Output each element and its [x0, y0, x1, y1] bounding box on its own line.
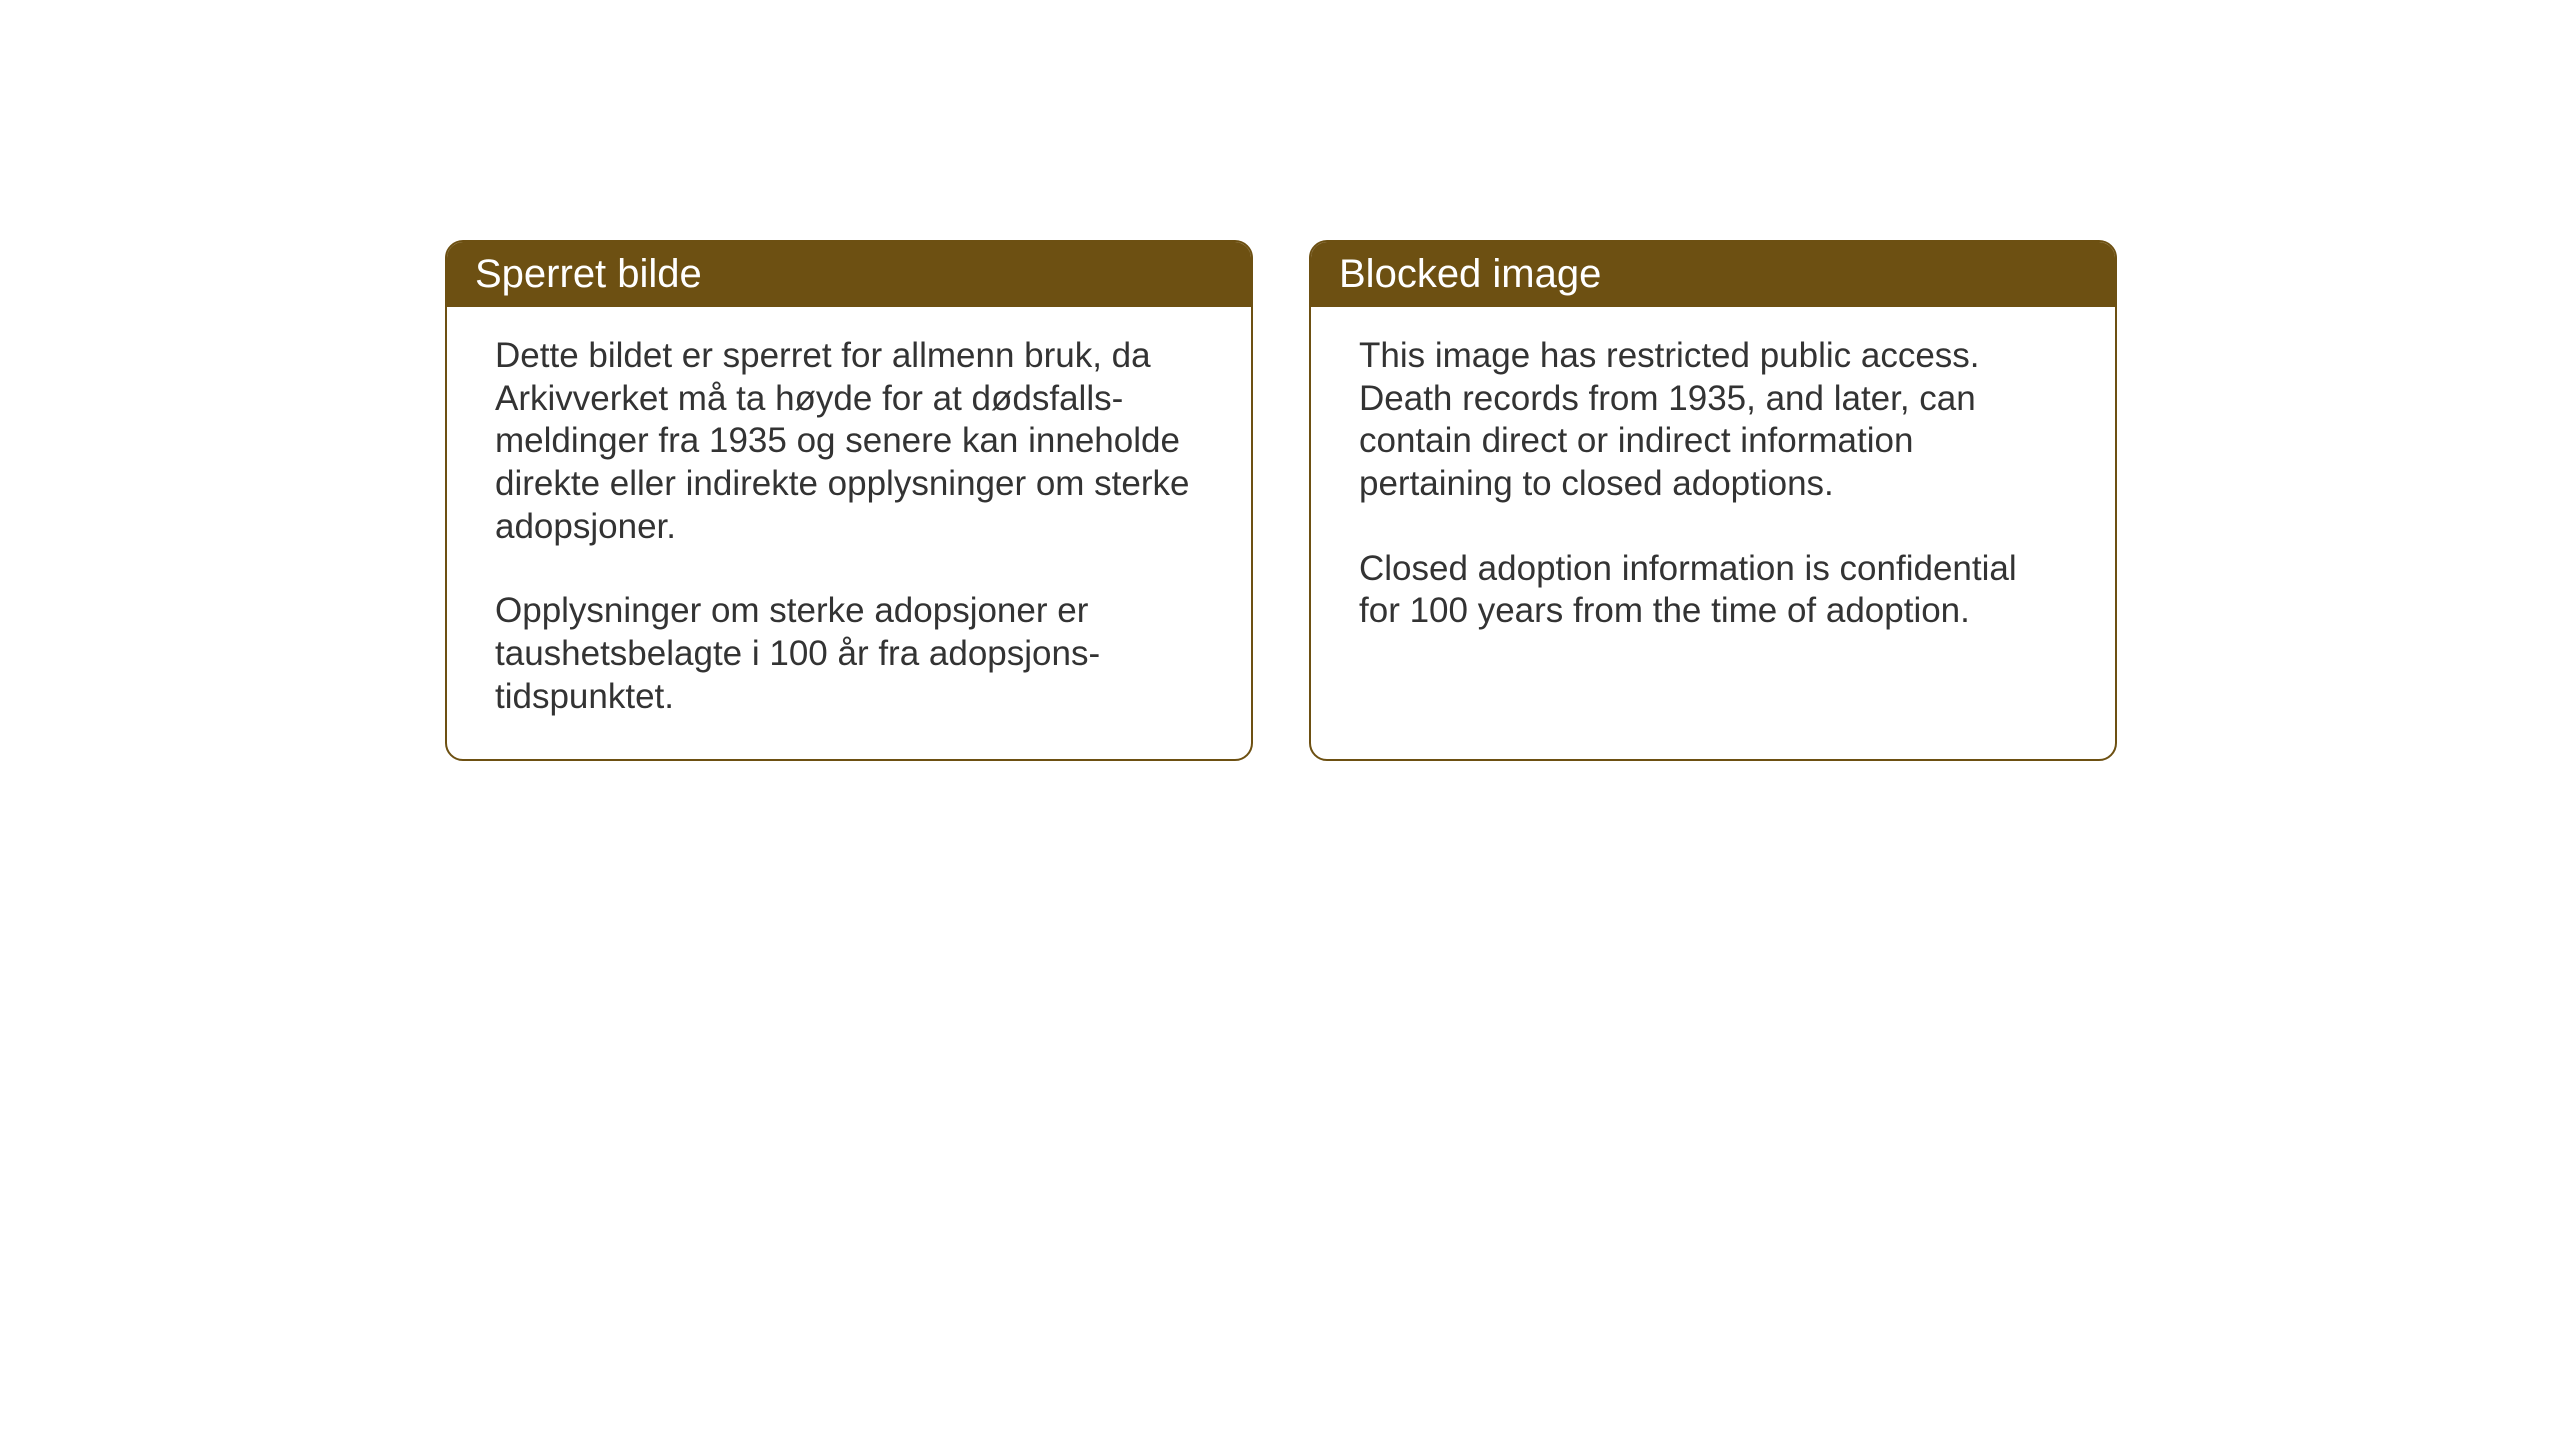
- notice-card-english: Blocked image This image has restricted …: [1309, 240, 2117, 761]
- notice-paragraph-1-norwegian: Dette bildet er sperret for allmenn bruk…: [495, 335, 1203, 548]
- notice-body-english: This image has restricted public access.…: [1311, 307, 2115, 673]
- notice-title-norwegian: Sperret bilde: [475, 252, 702, 296]
- notice-header-norwegian: Sperret bilde: [447, 242, 1251, 307]
- notice-paragraph-2-norwegian: Opplysninger om sterke adopsjoner er tau…: [495, 590, 1203, 718]
- notice-card-norwegian: Sperret bilde Dette bildet er sperret fo…: [445, 240, 1253, 761]
- notice-container: Sperret bilde Dette bildet er sperret fo…: [445, 240, 2117, 761]
- notice-paragraph-2-english: Closed adoption information is confident…: [1359, 548, 2067, 633]
- notice-body-norwegian: Dette bildet er sperret for allmenn bruk…: [447, 307, 1251, 759]
- notice-paragraph-1-english: This image has restricted public access.…: [1359, 335, 2067, 506]
- notice-title-english: Blocked image: [1339, 252, 1601, 296]
- notice-header-english: Blocked image: [1311, 242, 2115, 307]
